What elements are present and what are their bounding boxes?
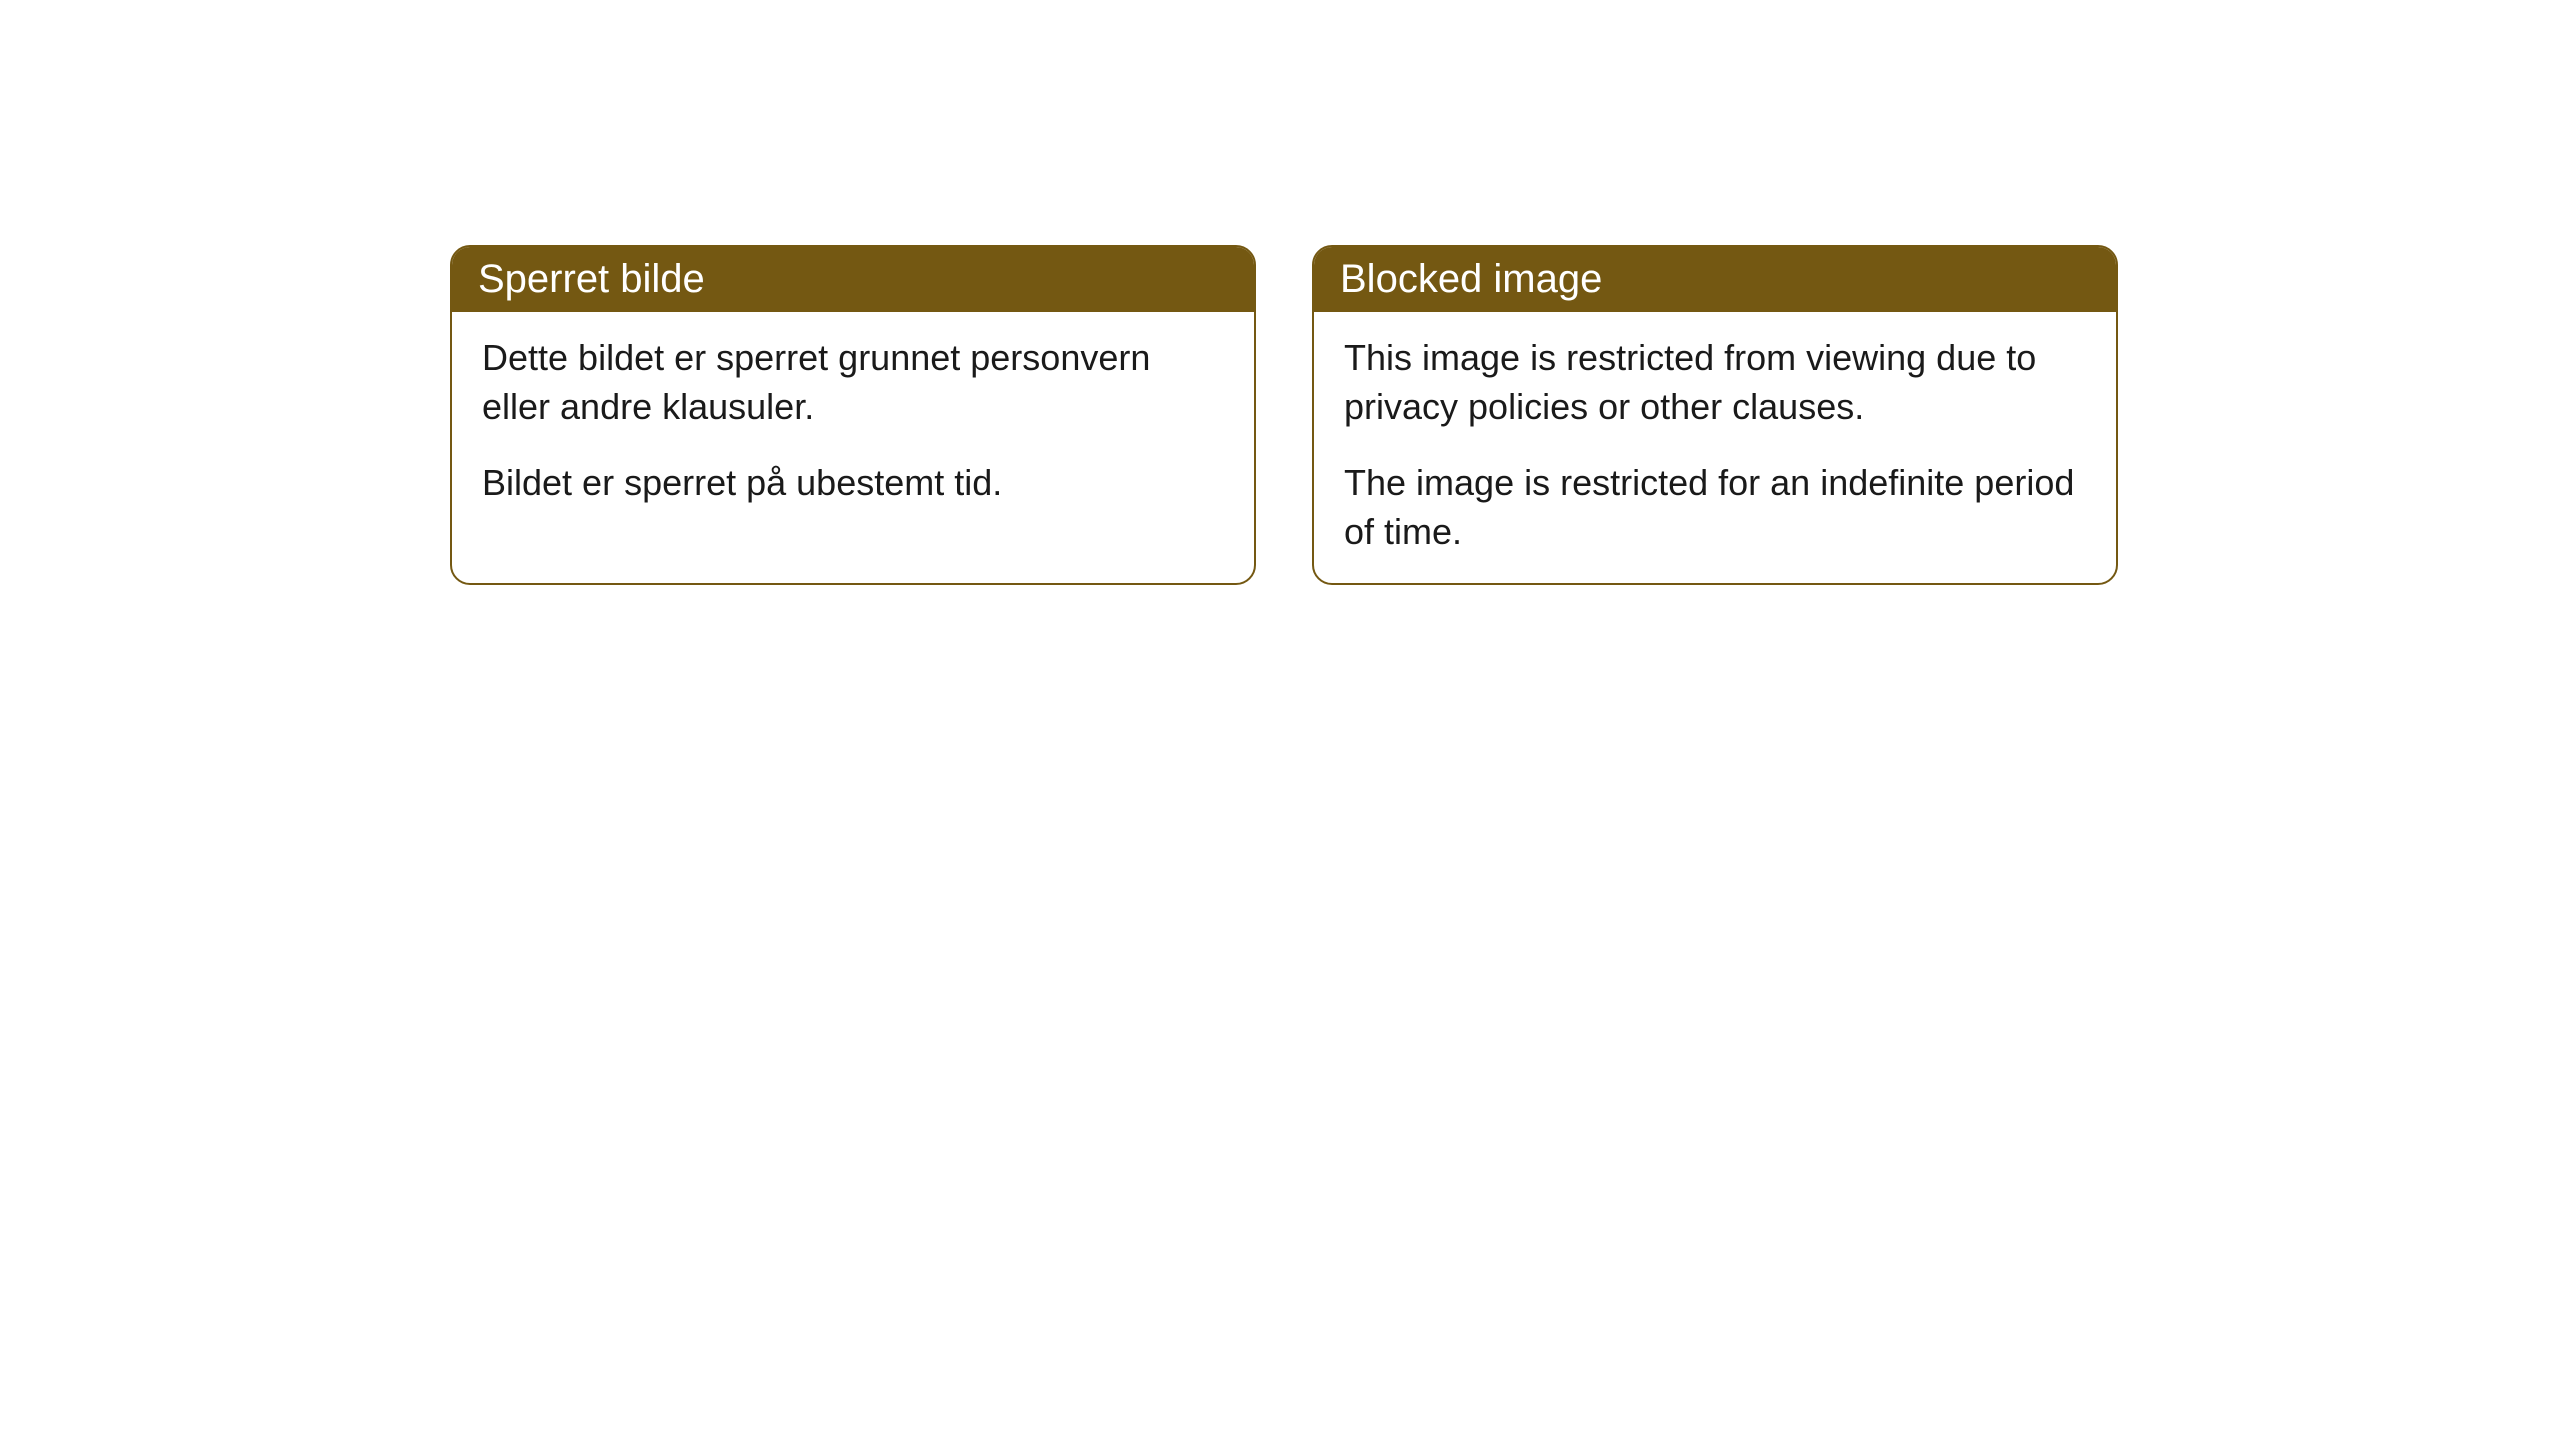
card-title-english: Blocked image xyxy=(1340,257,1602,301)
blocked-image-card-english: Blocked image This image is restricted f… xyxy=(1312,245,2118,585)
card-header-english: Blocked image xyxy=(1314,247,2116,312)
notice-cards-container: Sperret bilde Dette bildet er sperret gr… xyxy=(450,245,2118,585)
card-paragraph-2-norwegian: Bildet er sperret på ubestemt tid. xyxy=(482,459,1224,508)
card-title-norwegian: Sperret bilde xyxy=(478,257,705,301)
card-body-english: This image is restricted from viewing du… xyxy=(1314,312,2116,585)
card-paragraph-1-norwegian: Dette bildet er sperret grunnet personve… xyxy=(482,334,1224,431)
card-body-norwegian: Dette bildet er sperret grunnet personve… xyxy=(452,312,1254,540)
card-header-norwegian: Sperret bilde xyxy=(452,247,1254,312)
card-paragraph-1-english: This image is restricted from viewing du… xyxy=(1344,334,2086,431)
blocked-image-card-norwegian: Sperret bilde Dette bildet er sperret gr… xyxy=(450,245,1256,585)
card-paragraph-2-english: The image is restricted for an indefinit… xyxy=(1344,459,2086,556)
